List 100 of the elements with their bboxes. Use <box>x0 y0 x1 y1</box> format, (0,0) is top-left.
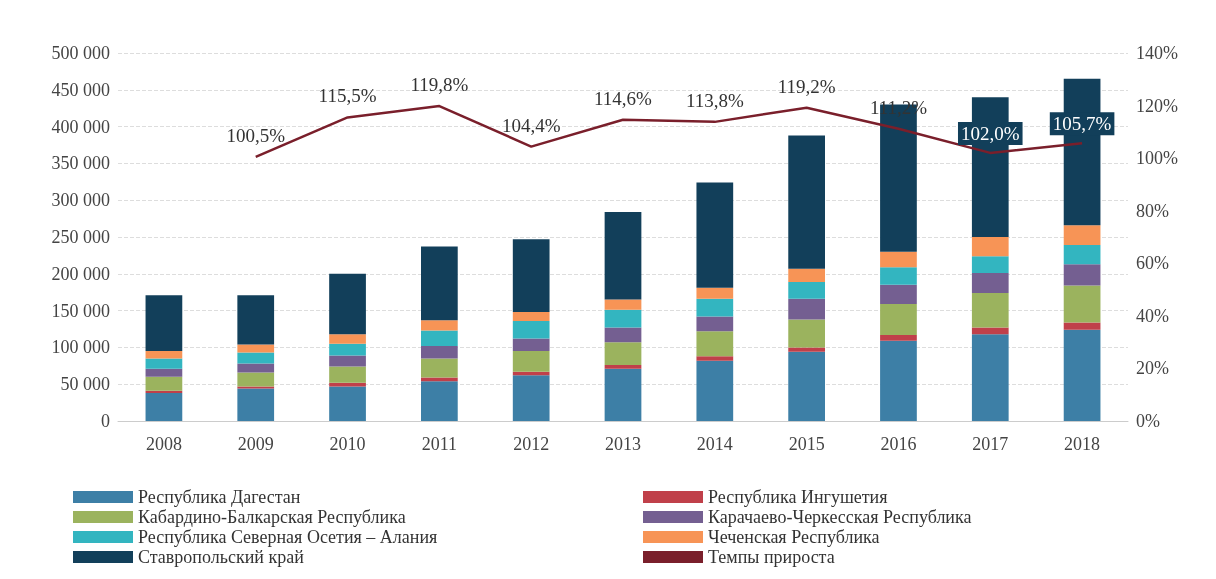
bar <box>512 351 550 372</box>
y-tick-label: 250 000 <box>51 227 110 247</box>
y-tick-label: 150 000 <box>51 300 110 321</box>
legend-label: Чеченская Республика <box>708 527 880 547</box>
bar <box>329 355 366 367</box>
data-label: 115,5% <box>318 85 377 107</box>
bar <box>329 386 366 421</box>
bar <box>788 351 825 421</box>
bar <box>880 340 917 421</box>
bar <box>1063 285 1101 323</box>
bar <box>145 358 183 369</box>
bar <box>604 309 642 328</box>
bar <box>696 182 734 288</box>
bar <box>237 386 275 389</box>
bar <box>971 237 1009 257</box>
bar <box>421 330 458 346</box>
legend-label: Республика Ингушетия <box>708 487 888 507</box>
data-label: 114,6% <box>594 87 653 109</box>
legend-label: Темпы прироста <box>708 547 835 567</box>
data-label: 105,7% <box>1052 113 1112 135</box>
y-tick-label: 500 000 <box>51 43 110 63</box>
bar <box>788 281 825 299</box>
bar <box>971 273 1009 293</box>
bar <box>145 393 183 421</box>
y2-tick-label: 140% <box>1136 43 1178 63</box>
y-tick-label: 200 000 <box>51 263 110 284</box>
x-tick-label: 2008 <box>145 434 182 454</box>
x-tick-label: 2017 <box>972 434 1009 454</box>
y2-tick-label: 0% <box>1136 411 1160 431</box>
bar <box>971 292 1009 328</box>
bar <box>237 372 275 387</box>
legend-label: Республика Северная Осетия – Алания <box>138 527 438 547</box>
bar <box>421 381 458 421</box>
bar <box>880 334 917 341</box>
x-tick-label: 2018 <box>1064 434 1101 454</box>
bar <box>329 366 366 383</box>
bar <box>512 312 550 321</box>
y2-tick-label: 80% <box>1136 200 1169 221</box>
bar <box>1063 322 1101 330</box>
legend-label: Республика Дагестан <box>138 487 301 507</box>
bar <box>696 331 734 357</box>
bar <box>512 239 550 313</box>
bar <box>604 299 642 310</box>
y-tick-label: 300 000 <box>51 190 110 211</box>
x-tick-label: 2012 <box>513 434 550 454</box>
y2-tick-label: 20% <box>1136 358 1169 379</box>
bar <box>604 327 642 343</box>
y-tick-label: 100 000 <box>51 337 110 358</box>
bar <box>512 375 550 421</box>
bar <box>604 342 642 366</box>
bar <box>145 376 183 391</box>
bar <box>696 356 734 361</box>
bar <box>145 351 183 359</box>
y2-tick-label: 100% <box>1136 148 1178 169</box>
x-tick-label: 2009 <box>237 434 274 454</box>
bar <box>604 368 642 421</box>
x-tick-label: 2010 <box>329 434 366 454</box>
bar <box>1063 329 1101 421</box>
legend-label: Карачаево-Черкесская Республика <box>708 507 972 527</box>
bar <box>788 298 825 320</box>
y2-tick-label: 120% <box>1136 95 1178 116</box>
bar <box>788 347 825 352</box>
bar <box>696 298 734 317</box>
bar <box>421 246 458 321</box>
bar <box>971 256 1009 274</box>
y-tick-label: 450 000 <box>51 79 110 100</box>
x-tick-label: 2013 <box>605 434 641 454</box>
x-tick-label: 2011 <box>421 434 458 454</box>
y2-tick-label: 40% <box>1136 305 1169 326</box>
y-tick-label: 400 000 <box>51 116 110 137</box>
bar <box>237 352 275 364</box>
bar <box>421 320 458 331</box>
y-tick-label: 0 <box>101 411 110 431</box>
y-tick-label: 50 000 <box>60 374 110 395</box>
data-label: 119,2% <box>777 75 836 97</box>
bar <box>604 211 642 300</box>
bar <box>421 345 458 359</box>
bar <box>880 284 917 304</box>
x-tick-label: 2014 <box>696 434 733 454</box>
bar <box>971 327 1009 335</box>
data-label: 119,8% <box>410 74 469 96</box>
bar <box>512 320 550 339</box>
bar <box>1063 245 1101 265</box>
y2-tick-label: 60% <box>1136 253 1169 274</box>
bar <box>421 358 458 378</box>
data-label: 100,5% <box>226 124 286 146</box>
bar <box>788 135 825 269</box>
bar <box>696 287 734 299</box>
data-label: 113,8% <box>685 89 744 111</box>
bar <box>880 251 917 268</box>
bar <box>788 319 825 348</box>
bar <box>237 295 275 345</box>
data-label: 104,4% <box>501 114 561 136</box>
bar <box>696 360 734 421</box>
bar <box>1063 225 1101 246</box>
bar <box>696 316 734 332</box>
bar <box>329 273 366 335</box>
bar <box>237 344 275 353</box>
bar <box>880 303 917 335</box>
bar <box>237 388 275 421</box>
